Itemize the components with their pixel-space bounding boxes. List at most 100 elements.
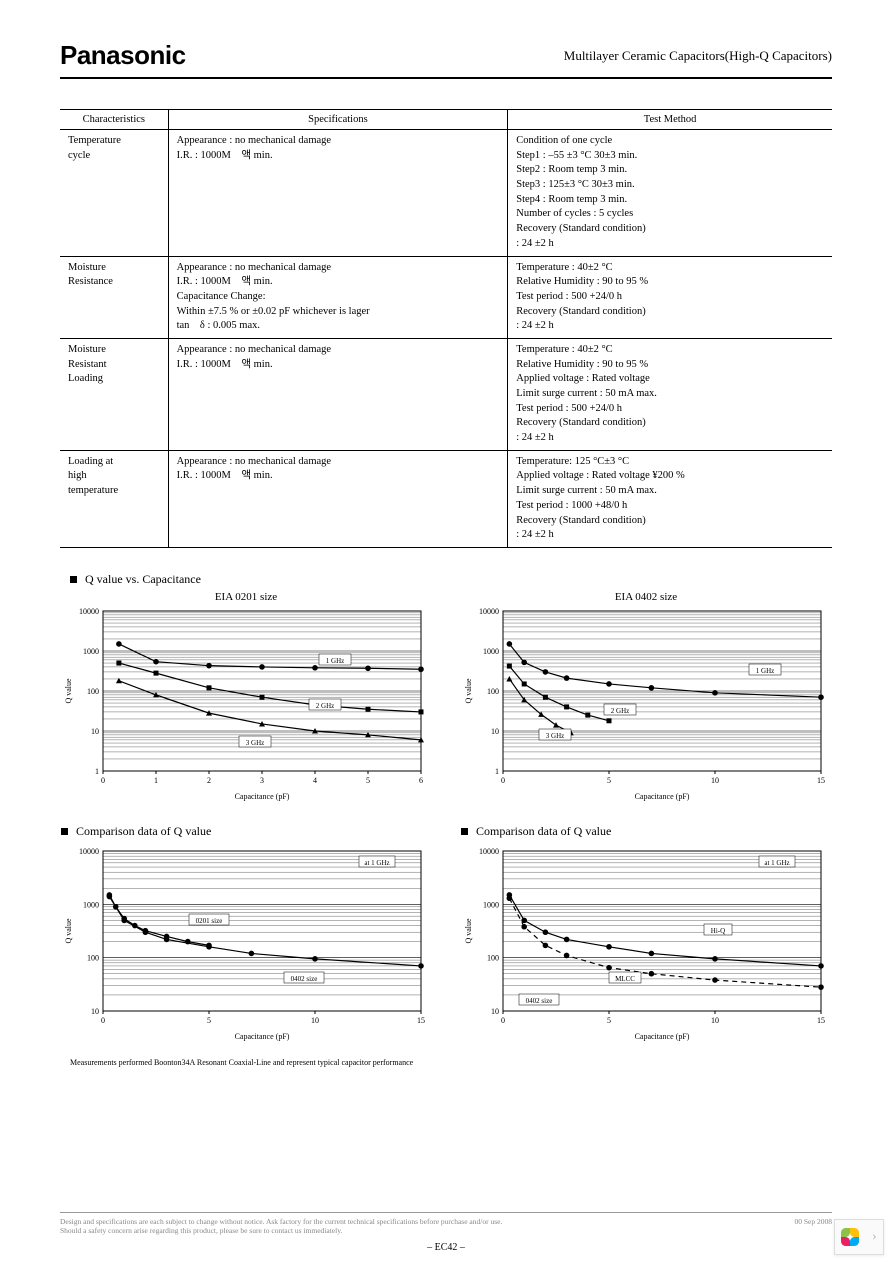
table-row: Temperature cycleAppearance : no mechani… — [60, 130, 832, 257]
svg-text:100: 100 — [487, 687, 499, 696]
table-row: Loading at high temperatureAppearance : … — [60, 450, 832, 547]
svg-text:Capacitance (pF): Capacitance (pF) — [235, 792, 290, 801]
svg-text:100: 100 — [487, 954, 499, 963]
svg-text:3: 3 — [260, 776, 264, 785]
th-specifications: Specifications — [168, 110, 508, 130]
svg-text:0201 size: 0201 size — [196, 917, 223, 925]
svg-text:Capacitance (pF): Capacitance (pF) — [635, 792, 690, 801]
cell-char: Loading at high temperature — [60, 450, 168, 547]
svg-text:1000: 1000 — [483, 647, 499, 656]
page: Panasonic Multilayer Ceramic Capacitors(… — [0, 0, 892, 1263]
svg-text:0: 0 — [501, 1016, 505, 1025]
section-title: Q value vs. Capacitance — [85, 572, 201, 587]
bullet-icon — [70, 576, 77, 583]
svg-text:2 GHz: 2 GHz — [611, 707, 629, 715]
cell-spec: Appearance : no mechanical damage I.R. :… — [168, 450, 508, 547]
cell-char: Moisture Resistance — [60, 256, 168, 338]
document-title: Multilayer Ceramic Capacitors(High-Q Cap… — [564, 48, 832, 64]
svg-text:Capacitance (pF): Capacitance (pF) — [235, 1032, 290, 1041]
cell-char: Temperature cycle — [60, 130, 168, 257]
svg-text:3 GHz: 3 GHz — [246, 739, 264, 747]
chart-a-title: EIA 0201 size — [61, 591, 431, 603]
measurement-note: Measurements performed Boonton34A Resona… — [70, 1058, 832, 1067]
page-footer: Design and specifications are each subje… — [60, 1212, 832, 1235]
chart-b-wrap: EIA 0402 size 110100100010000051015Capac… — [461, 591, 831, 808]
svg-text:5: 5 — [207, 1016, 211, 1025]
svg-text:1 GHz: 1 GHz — [756, 667, 774, 675]
svg-text:10000: 10000 — [479, 607, 499, 616]
svg-text:2 GHz: 2 GHz — [316, 702, 334, 710]
chart-a-wrap: EIA 0201 size 1101001000100000123456Capa… — [61, 591, 431, 808]
cell-spec: Appearance : no mechanical damage I.R. :… — [168, 338, 508, 450]
chart-eia-0201: 1101001000100000123456Capacitance (pF)Q … — [61, 603, 431, 803]
bullet-icon — [461, 828, 468, 835]
svg-text:MLCC: MLCC — [615, 975, 635, 983]
svg-text:10: 10 — [491, 727, 499, 736]
svg-text:0: 0 — [101, 1016, 105, 1025]
petal-logo-icon — [841, 1228, 859, 1246]
svg-text:5: 5 — [607, 776, 611, 785]
svg-text:1 GHz: 1 GHz — [326, 657, 344, 665]
section-row-2: Comparison data of Q value 1010010001000… — [60, 818, 832, 1048]
svg-text:0: 0 — [501, 776, 505, 785]
svg-text:10: 10 — [491, 1007, 499, 1016]
page-number: – EC42 – — [0, 1242, 892, 1253]
chart-comparison-hiq: 10100100010000051015Capacitance (pF)Q va… — [461, 843, 831, 1043]
footer-date: 00 Sep 2008 — [795, 1217, 833, 1226]
footer-disclaimer: Design and specifications are each subje… — [60, 1217, 502, 1235]
table-row: Moisture Resistant LoadingAppearance : n… — [60, 338, 832, 450]
svg-text:10: 10 — [311, 1016, 319, 1025]
svg-text:10: 10 — [711, 776, 719, 785]
svg-text:Capacitance (pF): Capacitance (pF) — [635, 1032, 690, 1041]
th-test-method: Test Method — [508, 110, 832, 130]
cell-test: Temperature : 40±2 °C Relative Humidity … — [508, 338, 832, 450]
cell-test: Temperature: 125 °C±3 °C Applied voltage… — [508, 450, 832, 547]
svg-text:Hi-Q: Hi-Q — [711, 927, 725, 935]
svg-text:2: 2 — [207, 776, 211, 785]
svg-text:5: 5 — [366, 776, 370, 785]
section-comparison-right: Comparison data of Q value — [461, 824, 831, 839]
section-title: Comparison data of Q value — [476, 824, 611, 839]
table-header-row: Characteristics Specifications Test Meth… — [60, 110, 832, 130]
cell-spec: Appearance : no mechanical damage I.R. :… — [168, 256, 508, 338]
svg-text:5: 5 — [607, 1016, 611, 1025]
chart-row-1: EIA 0201 size 1101001000100000123456Capa… — [60, 591, 832, 808]
svg-text:3 GHz: 3 GHz — [546, 732, 564, 740]
svg-text:15: 15 — [817, 776, 825, 785]
svg-text:10000: 10000 — [79, 607, 99, 616]
svg-text:at 1 GHz: at 1 GHz — [364, 859, 389, 867]
svg-text:10: 10 — [711, 1016, 719, 1025]
bullet-icon — [61, 828, 68, 835]
svg-text:10000: 10000 — [79, 847, 99, 856]
svg-text:4: 4 — [313, 776, 317, 785]
section-title: Comparison data of Q value — [76, 824, 211, 839]
page-header: Panasonic Multilayer Ceramic Capacitors(… — [60, 40, 832, 79]
cell-spec: Appearance : no mechanical damage I.R. :… — [168, 130, 508, 257]
cell-test: Condition of one cycle Step1 : –55 ±3 °C… — [508, 130, 832, 257]
chart-comparison-size: 10100100010000051015Capacitance (pF)Q va… — [61, 843, 431, 1043]
svg-text:100: 100 — [87, 687, 99, 696]
svg-text:6: 6 — [419, 776, 423, 785]
brand-logo: Panasonic — [60, 40, 186, 71]
svg-text:0: 0 — [101, 776, 105, 785]
svg-text:1: 1 — [95, 767, 99, 776]
svg-text:1: 1 — [495, 767, 499, 776]
corner-widget[interactable]: › — [834, 1219, 884, 1255]
svg-text:10000: 10000 — [479, 847, 499, 856]
svg-text:Q value: Q value — [464, 918, 473, 944]
chevron-right-icon[interactable]: › — [872, 1229, 877, 1245]
svg-text:15: 15 — [417, 1016, 425, 1025]
svg-text:1000: 1000 — [83, 647, 99, 656]
svg-text:0402 size: 0402 size — [291, 975, 318, 983]
th-characteristics: Characteristics — [60, 110, 168, 130]
svg-text:1000: 1000 — [83, 900, 99, 909]
svg-text:0402 size: 0402 size — [526, 997, 553, 1005]
chart-eia-0402: 110100100010000051015Capacitance (pF)Q v… — [461, 603, 831, 803]
svg-text:100: 100 — [87, 954, 99, 963]
svg-text:Q value: Q value — [64, 918, 73, 944]
svg-text:15: 15 — [817, 1016, 825, 1025]
table-row: Moisture ResistanceAppearance : no mecha… — [60, 256, 832, 338]
cell-test: Temperature : 40±2 °C Relative Humidity … — [508, 256, 832, 338]
svg-text:Q value: Q value — [64, 678, 73, 704]
svg-text:at 1 GHz: at 1 GHz — [764, 859, 789, 867]
